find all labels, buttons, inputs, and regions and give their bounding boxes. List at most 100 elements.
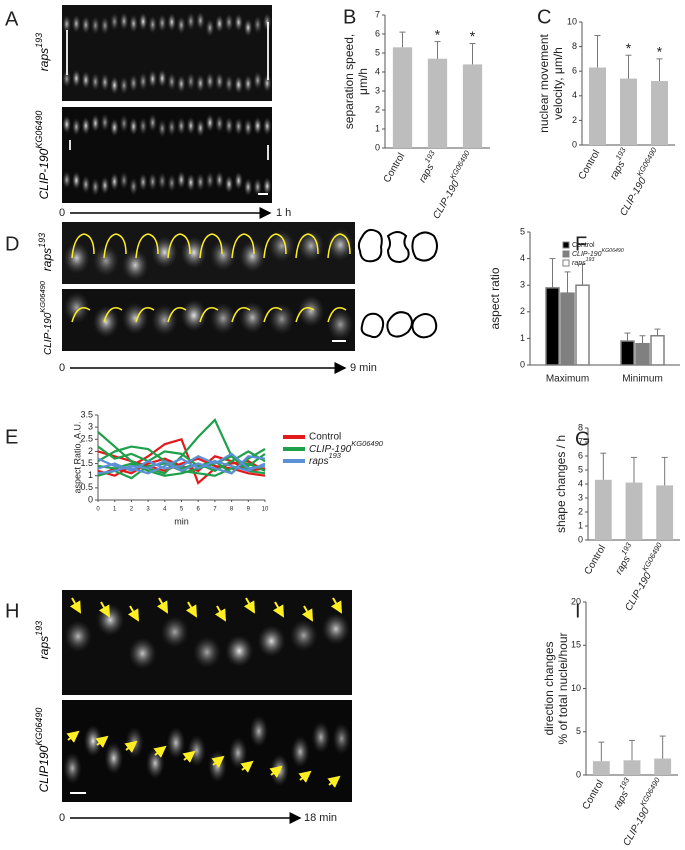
nucleus xyxy=(157,119,167,138)
nucleus xyxy=(62,15,72,34)
nucleus xyxy=(122,302,149,335)
yellow-outline xyxy=(327,307,347,323)
x-tick-label: Control xyxy=(577,148,603,181)
x-tick-label: raps193 xyxy=(413,149,443,185)
panel-letter: C xyxy=(537,6,551,28)
outline xyxy=(411,231,438,262)
y-axis-label: separation speed, xyxy=(342,34,356,129)
yellow-outline xyxy=(231,307,251,323)
nucleus xyxy=(138,117,148,136)
nucleus xyxy=(160,615,189,648)
nucleus xyxy=(177,170,186,189)
nucleus xyxy=(72,117,81,136)
nucleus xyxy=(64,620,93,653)
yellow-arrow xyxy=(243,597,255,614)
y-tick-label: 0 xyxy=(576,769,581,779)
yellow-arrow xyxy=(127,605,139,622)
yellow-outline xyxy=(167,307,187,323)
nucleus xyxy=(186,72,196,91)
y-tick-label: 1 xyxy=(578,520,583,530)
bar xyxy=(650,81,669,145)
nucleus xyxy=(72,69,81,88)
panel-letter: G xyxy=(575,428,591,450)
nucleus xyxy=(138,72,148,91)
scale-bar xyxy=(332,340,346,342)
bar xyxy=(619,78,638,145)
nucleus xyxy=(234,13,243,32)
nucleus xyxy=(63,242,90,275)
nucleus xyxy=(83,724,103,757)
bar xyxy=(560,292,575,366)
yellow-arrow xyxy=(214,605,226,622)
nucleus xyxy=(253,116,262,135)
nucleus xyxy=(91,16,100,35)
nucleus xyxy=(180,299,208,332)
x-tick-label: 2 xyxy=(130,507,134,513)
nucleus xyxy=(186,173,196,192)
nucleus xyxy=(167,13,177,32)
outlines xyxy=(357,228,438,339)
yellow-arrow xyxy=(98,601,110,618)
nucleus xyxy=(205,171,215,190)
bar xyxy=(594,479,612,540)
nucleus xyxy=(148,113,157,132)
nucleus xyxy=(311,721,331,754)
bar xyxy=(592,761,610,775)
legend-label: Control xyxy=(309,432,341,443)
yellow-arrow xyxy=(301,605,313,622)
nucleus xyxy=(110,76,119,95)
y-tick-label: 4 xyxy=(578,478,583,488)
nucleus xyxy=(166,726,186,759)
y-tick-label: 5 xyxy=(375,47,380,57)
nucleus xyxy=(138,173,148,192)
y-tick-label: 2 xyxy=(520,306,525,316)
y-tick-label: 4 xyxy=(572,90,577,100)
legend-swatch xyxy=(562,250,570,258)
image-label: raps193 xyxy=(34,33,51,71)
legend-label: CLIP-190KG06490 xyxy=(572,248,624,257)
yellow-outline xyxy=(231,233,255,259)
annotation: * xyxy=(626,40,632,56)
y-tick-label: 4 xyxy=(520,253,525,263)
nucleus xyxy=(100,16,110,35)
nucleus xyxy=(100,113,110,132)
yellow-outline xyxy=(71,233,95,259)
x-tick-label: Minimum xyxy=(622,374,663,385)
nucleus xyxy=(196,172,205,191)
nucleus xyxy=(225,634,254,667)
letters: A B C D E F G H I xyxy=(5,6,591,622)
yellow-arrow xyxy=(66,730,80,743)
nucleus xyxy=(290,735,310,768)
nucleus xyxy=(209,238,237,271)
x-tick-label: 0 xyxy=(96,507,100,513)
panel-letter: B xyxy=(343,6,356,28)
nucleus xyxy=(157,172,167,191)
nucleus xyxy=(332,722,351,755)
panel-letter: H xyxy=(5,600,19,622)
nucleus xyxy=(92,305,120,338)
yellow-arrow xyxy=(327,775,341,788)
nucleus xyxy=(224,74,234,93)
bar xyxy=(392,47,413,148)
nucleus xyxy=(91,177,100,196)
y-tick-label: 3 xyxy=(520,280,525,290)
nucleus xyxy=(110,118,119,137)
bar xyxy=(635,342,650,366)
y-tick-label: 3 xyxy=(578,492,583,502)
nucleus xyxy=(262,177,272,196)
micrographs xyxy=(62,5,355,802)
nucleus xyxy=(72,171,81,190)
nucleus xyxy=(297,295,325,328)
nucleus xyxy=(243,178,253,197)
time-end: 18 min xyxy=(304,812,337,824)
yellow-arrow xyxy=(272,601,284,618)
nucleus xyxy=(81,116,91,135)
legend-swatch xyxy=(562,241,570,249)
y-tick-label: 1.5 xyxy=(80,458,93,468)
yellow-outline xyxy=(295,233,319,259)
y-tick-label: 0.5 xyxy=(80,482,93,492)
legend-label: Control xyxy=(572,242,595,249)
y-tick-label: 2.5 xyxy=(80,434,93,444)
nucleus xyxy=(122,249,149,282)
nucleus xyxy=(239,301,266,334)
